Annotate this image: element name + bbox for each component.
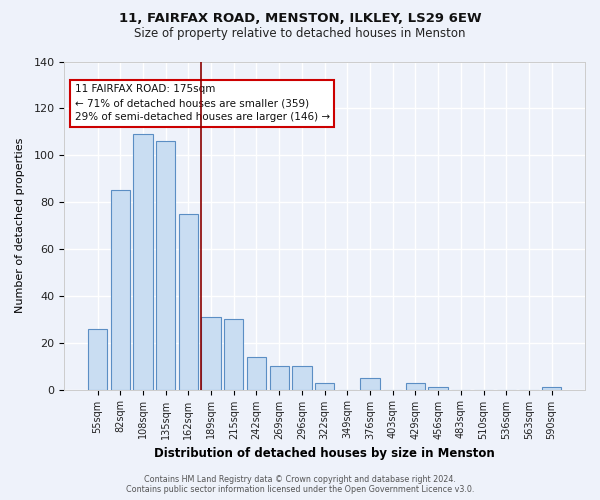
Bar	[361, 378, 380, 390]
Bar	[247, 357, 266, 390]
Bar	[224, 320, 244, 390]
Text: 11, FAIRFAX ROAD, MENSTON, ILKLEY, LS29 6EW: 11, FAIRFAX ROAD, MENSTON, ILKLEY, LS29 …	[119, 12, 481, 26]
Bar	[179, 214, 198, 390]
Text: Size of property relative to detached houses in Menston: Size of property relative to detached ho…	[134, 28, 466, 40]
Bar	[133, 134, 152, 390]
Bar	[269, 366, 289, 390]
Bar	[202, 317, 221, 390]
Bar	[428, 387, 448, 390]
X-axis label: Distribution of detached houses by size in Menston: Distribution of detached houses by size …	[154, 447, 495, 460]
Text: Contains HM Land Registry data © Crown copyright and database right 2024.
Contai: Contains HM Land Registry data © Crown c…	[126, 474, 474, 494]
Bar	[406, 382, 425, 390]
Bar	[88, 328, 107, 390]
Bar	[315, 382, 334, 390]
Bar	[110, 190, 130, 390]
Bar	[292, 366, 311, 390]
Y-axis label: Number of detached properties: Number of detached properties	[15, 138, 25, 313]
Bar	[542, 387, 562, 390]
Text: 11 FAIRFAX ROAD: 175sqm
← 71% of detached houses are smaller (359)
29% of semi-d: 11 FAIRFAX ROAD: 175sqm ← 71% of detache…	[74, 84, 330, 122]
Bar	[156, 141, 175, 390]
